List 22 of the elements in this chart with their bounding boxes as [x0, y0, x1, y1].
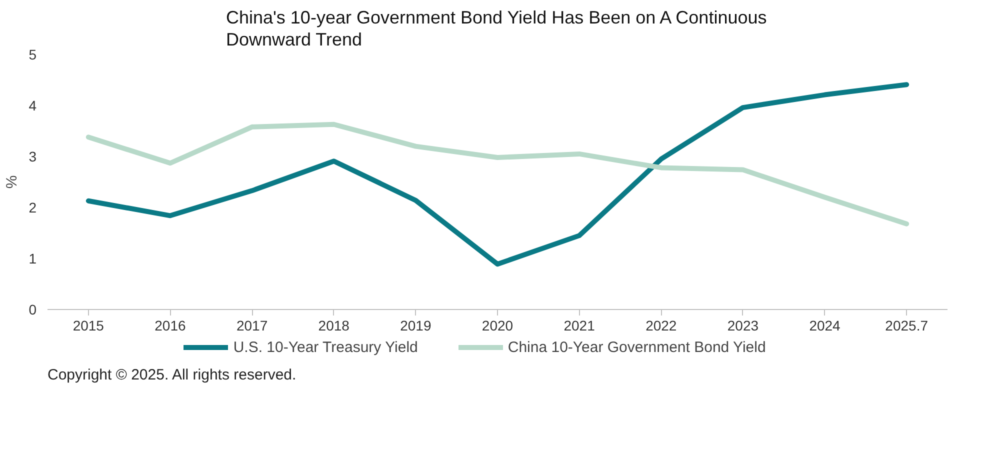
- legend-label: U.S. 10-Year Treasury Yield: [233, 338, 418, 356]
- x-tick-label: 2016: [154, 318, 186, 334]
- x-tick-label: 2015: [72, 318, 104, 334]
- y-tick-label: 3: [28, 148, 37, 164]
- x-tick-label: 2022: [646, 318, 677, 334]
- text: Copyright © 2025. All rights reserved.: [48, 366, 296, 384]
- y-tick-label: 4: [28, 98, 37, 114]
- y-axis-title: %: [4, 175, 21, 189]
- legend-label: China 10-Year Government Bond Yield: [508, 338, 766, 356]
- y-tick-label: 1: [28, 250, 37, 266]
- x-tick-label: 2020: [482, 318, 514, 334]
- x-tick-label: 2021: [564, 318, 596, 334]
- y-tick-label: 2: [28, 200, 37, 216]
- x-tick-label: 2024: [809, 318, 841, 334]
- x-tick-label: 2023: [727, 318, 759, 334]
- chart-title: China's 10-year Government Bond Yield Has Been on A Continuous Downward Trend: [226, 8, 767, 50]
- x-tick-label: 2018: [318, 318, 350, 334]
- x-tick-label: 2019: [400, 318, 432, 334]
- y-tick-label: 0: [28, 302, 37, 318]
- x-tick-label: 2025.7: [885, 318, 928, 334]
- y-tick-label: 5: [28, 46, 37, 62]
- x-tick-label: 2017: [236, 318, 268, 334]
